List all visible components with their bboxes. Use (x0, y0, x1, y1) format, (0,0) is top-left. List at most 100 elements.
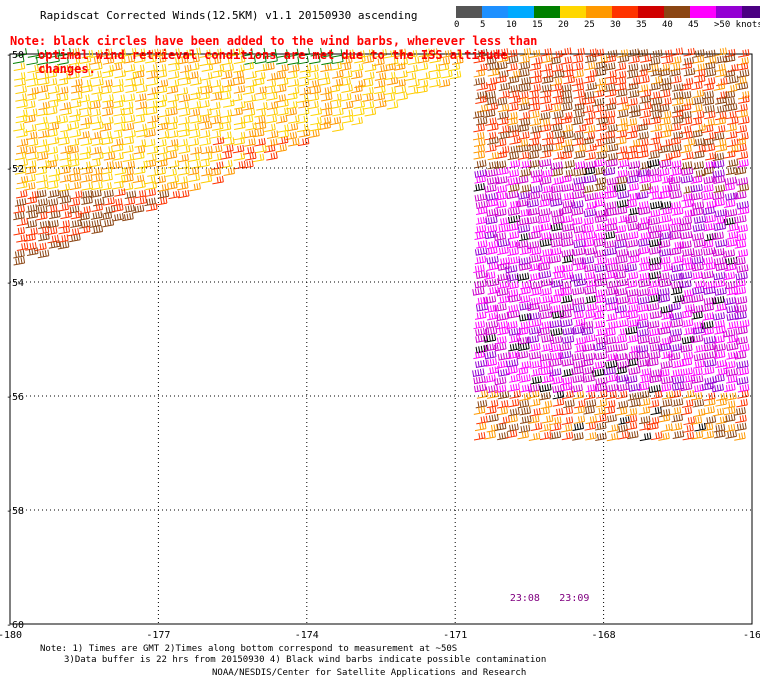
wind-barb (396, 92, 408, 101)
wind-barb (638, 216, 651, 225)
wind-barb (560, 151, 573, 160)
wind-barb (190, 115, 202, 124)
wind-barb (727, 75, 739, 85)
wind-barb (670, 55, 682, 65)
wind-barb (702, 166, 714, 176)
legend-label: 25 (584, 20, 595, 30)
wind-barb (144, 188, 156, 198)
wind-barb (604, 239, 617, 249)
wind-barb (188, 54, 200, 64)
wind-barb (735, 336, 748, 345)
wind-barb (591, 368, 605, 378)
wind-barb (57, 56, 69, 66)
wind-barb (595, 414, 607, 423)
wind-barb (341, 84, 353, 94)
wind-barb (211, 122, 224, 131)
wind-barb (606, 320, 619, 330)
wind-barb (603, 406, 616, 415)
wind-barb (475, 216, 488, 225)
wind-barb (694, 422, 706, 432)
wind-barb (91, 174, 103, 183)
wind-barb (572, 183, 585, 192)
wind-barb (165, 100, 178, 110)
wind-barb (157, 190, 170, 199)
wind-barb (133, 151, 145, 161)
wind-barb (626, 97, 638, 107)
wind-barb (725, 192, 738, 201)
wind-barb (529, 83, 541, 93)
wind-barb (715, 239, 728, 248)
wind-barb (659, 320, 672, 330)
wind-barb (384, 86, 397, 96)
wind-barb (626, 130, 638, 140)
wind-barb (713, 124, 726, 134)
wind-barb (176, 56, 189, 65)
wind-barb (474, 175, 486, 184)
wind-barb (89, 158, 101, 168)
wind-barb (407, 56, 420, 66)
wind-barb (475, 359, 488, 369)
wind-barb (91, 62, 103, 71)
wind-barb (716, 367, 728, 376)
wind-barb (518, 118, 531, 127)
wind-barb (585, 48, 598, 58)
wind-barb (668, 334, 682, 343)
wind-barb (69, 181, 82, 191)
wind-barb (485, 77, 498, 86)
wind-barb (507, 214, 521, 224)
wind-barb (497, 111, 509, 120)
wind-barb (680, 174, 693, 184)
wind-barb (712, 132, 725, 141)
wind-barb (494, 422, 507, 432)
wind-barb (393, 62, 406, 71)
wind-barb (307, 71, 319, 81)
wind-barb (362, 101, 375, 110)
wind-barb (516, 272, 530, 282)
wind-barb (350, 93, 362, 103)
wind-barb (736, 151, 749, 160)
wind-barb (299, 64, 312, 73)
wind-barb (253, 47, 266, 57)
wind-barb (723, 90, 736, 99)
wind-barb (549, 56, 561, 65)
wind-barb (693, 74, 706, 84)
wind-barb (406, 64, 418, 74)
wind-barb (101, 136, 114, 146)
wind-barb (657, 294, 671, 303)
wind-barb (725, 368, 739, 377)
wind-barb (507, 247, 519, 257)
wind-barb (614, 62, 627, 71)
wind-barb (647, 416, 660, 426)
wind-barb (573, 90, 586, 99)
wind-barb (736, 249, 749, 258)
wind-barb (682, 209, 695, 218)
wind-barb (605, 390, 617, 400)
wind-barb (572, 190, 585, 200)
wind-barb (232, 144, 245, 154)
wind-barb (538, 111, 551, 121)
footer-note-2: 3)Data buffer is 22 hrs from 20150930 4)… (64, 655, 547, 665)
legend-label: 40 (662, 20, 673, 30)
wind-barb (146, 92, 158, 101)
wind-barb (582, 104, 594, 114)
wind-barb (617, 109, 629, 119)
wind-barb (472, 131, 485, 141)
wind-barb (603, 366, 616, 376)
wind-barb (508, 84, 521, 93)
wind-barb (661, 350, 673, 360)
wind-barb (307, 79, 320, 89)
wind-barb (584, 286, 597, 295)
wind-barb (69, 99, 82, 109)
wind-barb (683, 416, 695, 426)
wind-barb (68, 70, 80, 80)
wind-barb (474, 422, 487, 432)
wind-barb (79, 151, 91, 161)
wind-barb (585, 383, 598, 393)
wind-barb (594, 176, 607, 186)
wind-barb (638, 256, 651, 265)
wind-barb (561, 238, 574, 248)
wind-barb (441, 69, 453, 79)
wind-barb (266, 72, 279, 81)
wind-barb (484, 131, 497, 141)
wind-barb (36, 198, 48, 207)
